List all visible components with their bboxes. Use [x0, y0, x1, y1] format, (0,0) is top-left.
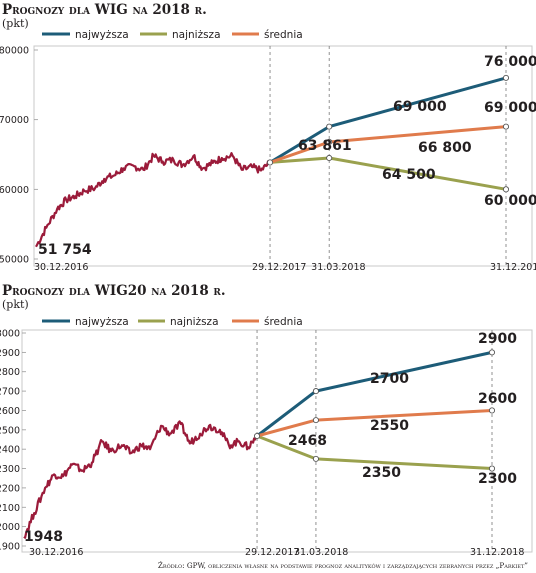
- forecast-point-average: [502, 123, 510, 130]
- x-tick-label: 30.12.2016: [29, 547, 83, 558]
- y-tick-label: 60000: [0, 185, 29, 196]
- legend-label-highest: najwyższa: [75, 29, 129, 41]
- data-label: 69 000: [393, 99, 447, 115]
- legend-label-average: średnia: [264, 29, 303, 41]
- forecast-point-average: [312, 417, 319, 424]
- x-tick-label: 29.12.2017: [252, 262, 306, 273]
- data-label: 1948: [24, 529, 63, 545]
- y-tick-label: 2400: [0, 445, 20, 456]
- source-note: Źródło: GPW, obliczenia własne na podsta…: [158, 561, 528, 570]
- data-label: 2350: [362, 465, 401, 481]
- y-tick-label: 3000: [0, 329, 20, 340]
- forecast-point-highest: [502, 74, 510, 81]
- data-label: 66 800: [418, 140, 472, 156]
- wig-chart-unit: (pkt): [2, 17, 29, 30]
- wig20-plot-area: 1900 2000 2100 2200 2300 2400 2500 2600 2700 2800…: [0, 329, 533, 558]
- legend-label-lowest: najniższa: [172, 29, 221, 41]
- y-tick-label: 2700: [0, 387, 20, 398]
- data-label: 2600: [478, 391, 517, 407]
- plot-frame: [33, 45, 533, 267]
- y-tick-label: 2300: [0, 464, 20, 475]
- legend-label-lowest: najniższa: [170, 316, 219, 328]
- forecast-point-average: [488, 407, 496, 414]
- y-tick-label: 2100: [0, 503, 20, 514]
- wig20-chart: Prognozy dla WIG20 na 2018 r. (pkt) najw…: [0, 283, 533, 558]
- data-label: 2300: [478, 471, 517, 487]
- plot-frame: [21, 329, 533, 553]
- forecast-point-highest: [326, 123, 333, 130]
- x-tick-label: 31.12.2018: [470, 547, 524, 558]
- y-tick-label: 2600: [0, 406, 20, 417]
- wig20-chart-unit: (pkt): [2, 298, 29, 311]
- history-series-line: [23, 420, 258, 539]
- y-tick-label: 1900: [0, 542, 20, 553]
- y-tick-label: 2000: [0, 522, 20, 533]
- data-label: 69 000: [484, 100, 536, 116]
- x-tick-label: 31.12.2018: [490, 262, 536, 273]
- y-tick-label: 70000: [0, 115, 29, 126]
- wig20-legend: najwyższa najniższa średnia: [42, 316, 303, 328]
- data-label: 63 861: [298, 138, 352, 154]
- legend-label-highest: najwyższa: [75, 316, 129, 328]
- y-tick-label: 2800: [0, 367, 20, 378]
- data-label: 76 000: [484, 54, 536, 70]
- forecast-point-lowest: [502, 186, 510, 193]
- wig-legend: najwyższa najniższa średnia: [42, 29, 303, 41]
- y-tick-label: 80000: [0, 46, 29, 57]
- y-tick-label: 2900: [0, 348, 20, 359]
- data-label: 51 754: [38, 242, 92, 258]
- forecast-point-highest: [266, 159, 274, 166]
- forecast-point-lowest: [326, 154, 333, 162]
- forecast-point-highest: [312, 388, 319, 395]
- y-tick-label: 2500: [0, 425, 20, 436]
- legend-label-average: średnia: [264, 316, 303, 328]
- forecast-point-highest: [253, 432, 261, 440]
- y-tick-label: 50000: [0, 255, 29, 266]
- x-tick-label: 30.12.2016: [34, 262, 88, 273]
- data-label: 2900: [478, 331, 517, 347]
- x-tick-label: 31.03.2018: [311, 262, 365, 273]
- wig-chart: Prognozy dla WIG na 2018 r. (pkt) najwyż…: [0, 2, 536, 273]
- forecast-point-lowest: [488, 465, 496, 472]
- history-series-line: [35, 152, 271, 248]
- forecast-point-lowest: [312, 455, 319, 462]
- data-label: 2700: [370, 371, 409, 387]
- y-tick-label: 2200: [0, 483, 20, 494]
- data-label: 60 000: [484, 193, 536, 209]
- data-label: 64 500: [382, 167, 436, 183]
- x-tick-label: 29.12.2017: [245, 547, 299, 558]
- forecast-point-highest: [488, 349, 496, 356]
- wig-chart-title: Prognozy dla WIG na 2018 r.: [2, 2, 207, 18]
- forecast-point-average: [326, 138, 333, 146]
- wig-plot-area: 50000 60000 70000 80000 30.12.2016 29.12.2017…: [0, 45, 536, 273]
- x-tick-label: 31.03.2018: [294, 547, 348, 558]
- data-label: 2550: [370, 418, 409, 434]
- data-label: 2468: [288, 433, 327, 449]
- wig20-chart-title: Prognozy dla WIG20 na 2018 r.: [2, 283, 226, 299]
